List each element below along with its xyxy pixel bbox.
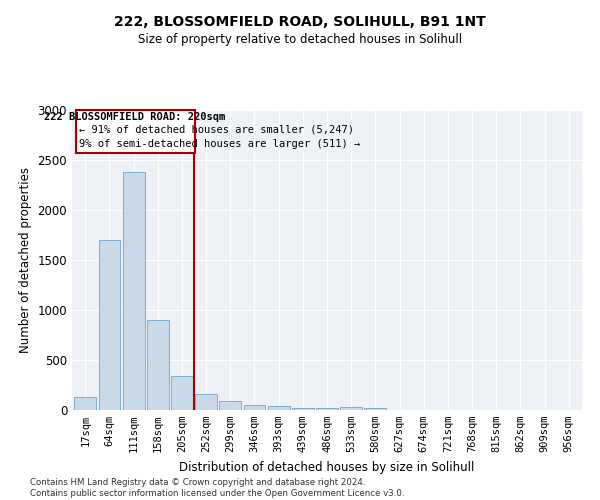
Bar <box>292 408 314 410</box>
X-axis label: Distribution of detached houses by size in Solihull: Distribution of detached houses by size … <box>179 460 475 473</box>
Text: 222, BLOSSOMFIELD ROAD, SOLIHULL, B91 1NT: 222, BLOSSOMFIELD ROAD, SOLIHULL, B91 1N… <box>114 15 486 29</box>
Bar <box>244 404 265 410</box>
Text: Contains HM Land Registry data © Crown copyright and database right 2024.
Contai: Contains HM Land Registry data © Crown c… <box>30 478 404 498</box>
Bar <box>74 397 96 410</box>
Bar <box>123 172 145 410</box>
Text: 9% of semi-detached houses are larger (511) →: 9% of semi-detached houses are larger (5… <box>79 139 361 149</box>
Bar <box>147 320 169 410</box>
Text: Size of property relative to detached houses in Solihull: Size of property relative to detached ho… <box>138 32 462 46</box>
Bar <box>340 407 362 410</box>
Bar <box>220 401 241 410</box>
Bar <box>364 408 386 410</box>
Y-axis label: Number of detached properties: Number of detached properties <box>19 167 32 353</box>
Bar <box>98 240 121 410</box>
Bar <box>195 394 217 410</box>
Bar <box>171 376 193 410</box>
Bar <box>76 110 194 153</box>
Text: 222 BLOSSOMFIELD ROAD: 220sqm: 222 BLOSSOMFIELD ROAD: 220sqm <box>44 112 226 122</box>
Bar <box>316 408 338 410</box>
Text: ← 91% of detached houses are smaller (5,247): ← 91% of detached houses are smaller (5,… <box>79 125 354 135</box>
Bar <box>268 406 290 410</box>
